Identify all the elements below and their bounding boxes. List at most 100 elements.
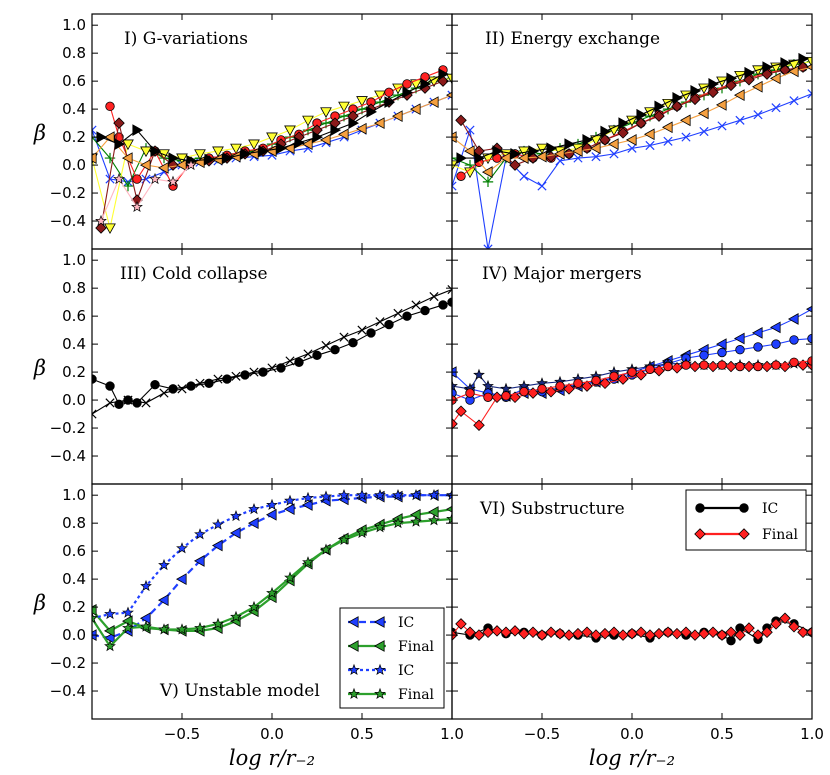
point-black-tri-right — [564, 138, 576, 150]
point-Final — [797, 626, 809, 639]
panel-2: II) Energy exchange — [451, 13, 813, 250]
point-red-circle — [663, 361, 673, 372]
point-Final — [617, 629, 629, 641]
point-red-circle — [132, 174, 142, 184]
point-Final — [248, 600, 260, 613]
plot-area-1 — [92, 65, 452, 235]
point-black-x — [339, 332, 349, 342]
point-yellow-triangle — [338, 101, 350, 113]
point-orange-tri-left — [175, 159, 187, 171]
point-red-diamond — [761, 360, 773, 373]
ytick-label: 0.6 — [62, 307, 86, 325]
ytick-label: 0.2 — [62, 128, 86, 146]
point-Final — [752, 629, 764, 641]
point-IC — [320, 490, 332, 502]
point-Final — [464, 626, 476, 639]
point-yellow-triangle — [806, 56, 812, 68]
point-black-x — [447, 284, 452, 295]
point-black-x — [249, 367, 259, 377]
point-black-tri-right — [240, 148, 252, 160]
point-IC — [266, 498, 278, 510]
point-blue-circle — [753, 342, 763, 352]
point-red-diamond — [635, 369, 647, 381]
point-orange-tri-left — [103, 131, 115, 143]
point-red-circle — [555, 381, 565, 391]
point-Final — [500, 626, 512, 639]
point-blue-tri-left — [787, 313, 799, 325]
xtick-label: 1.0 — [800, 725, 824, 743]
point-black-tri-right — [312, 131, 324, 143]
ytick-label: 0.4 — [62, 335, 86, 353]
point-black-tri-right — [654, 100, 666, 113]
ytick-label: 0.8 — [62, 514, 86, 532]
plot-area-3 — [92, 284, 452, 419]
plot-area-2 — [452, 52, 812, 249]
point-Final — [320, 543, 332, 555]
point-black-x — [357, 325, 367, 335]
legend-marker — [739, 503, 749, 513]
point-black-circle — [132, 398, 142, 408]
point-black-tri-right — [96, 131, 108, 143]
point-Final — [140, 620, 152, 632]
point-green-plus — [482, 176, 494, 188]
point-yellow-triangle — [140, 146, 152, 158]
point-black-tri-right — [438, 68, 450, 81]
point-black-tri-right — [276, 142, 288, 155]
point-blue-x — [105, 174, 115, 184]
point-red-circle — [501, 391, 511, 401]
point-orange-tri-left — [427, 96, 439, 109]
xtick-label: 0.5 — [710, 725, 734, 743]
point-orange-tri-left — [589, 142, 601, 155]
ytick-label: −0.4 — [50, 682, 86, 700]
point-red-diamond — [599, 377, 611, 390]
point-Final — [788, 620, 800, 633]
point-darkred-diamond — [635, 117, 647, 129]
point-yellow-triangle — [626, 115, 638, 127]
point-Final — [761, 626, 773, 639]
legend-label: IC — [398, 663, 414, 679]
point-Final — [689, 629, 701, 641]
point-IC — [212, 518, 224, 530]
point-IC — [410, 488, 422, 501]
point-Final — [455, 618, 467, 630]
point-IC — [302, 491, 314, 503]
point-black-circle — [366, 328, 376, 338]
point-Final — [608, 626, 620, 639]
point-yellow-triangle — [644, 107, 656, 118]
point-red-circle — [105, 101, 115, 112]
point-black-circle — [348, 338, 358, 348]
point-red-diamond — [617, 373, 629, 385]
point-orange-tri-left — [391, 110, 403, 122]
point-green-plus — [452, 152, 458, 164]
panel-title-3: III) Cold collapse — [120, 264, 268, 284]
point-orange-tri-left — [157, 161, 169, 174]
point-IC — [140, 579, 152, 592]
point-red-diamond — [491, 391, 503, 404]
series-line-black-circle — [92, 301, 452, 405]
panel-5: 1.0 0.8 0.6 0.4 0.2 0.0 −0.2 −0.4 −0.5 0.0 0.5 1.0 V… — [50, 483, 464, 743]
ytick-label: 1.0 — [62, 486, 86, 504]
point-Final — [374, 521, 386, 533]
point-black-circle — [150, 379, 160, 390]
point-black-circle — [420, 305, 430, 316]
point-blue-x — [537, 181, 547, 191]
panel-frame — [451, 13, 813, 250]
point-blue-x — [735, 115, 745, 125]
point-black-tri-right — [204, 153, 216, 166]
plot-area-4 — [452, 305, 812, 432]
point-Final — [662, 626, 674, 639]
point-Final — [284, 571, 296, 583]
point-black-tri-right — [510, 148, 522, 160]
point-Final — [707, 626, 719, 639]
point-IC — [356, 488, 368, 501]
point-blue-x — [92, 125, 97, 135]
point-darkred-diamond — [617, 127, 629, 139]
point-red-circle — [456, 171, 466, 181]
point-pink-star — [185, 158, 197, 171]
point-IC — [230, 509, 242, 522]
point-Final — [103, 624, 115, 637]
point-black-circle — [402, 311, 412, 321]
point-orange-tri-left — [481, 166, 493, 178]
point-black-x — [195, 378, 205, 388]
